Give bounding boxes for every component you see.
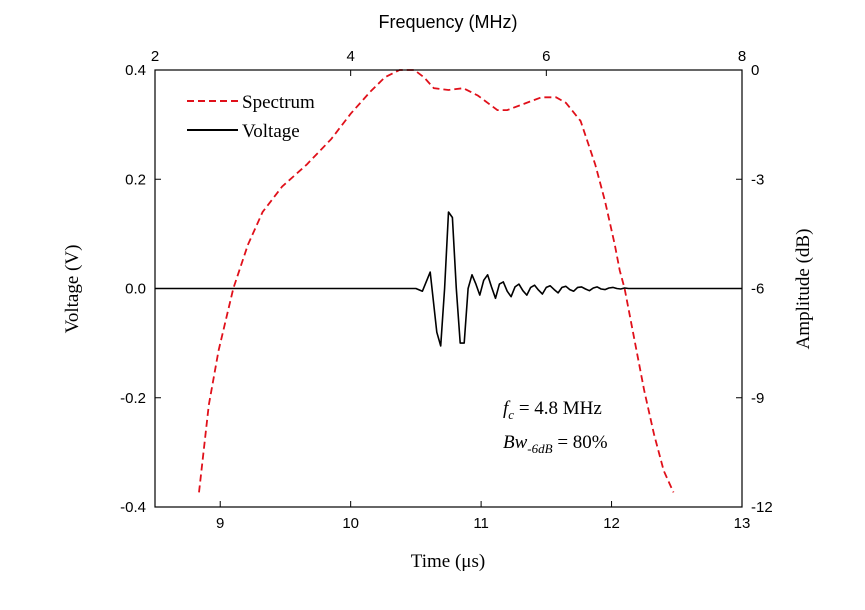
- top-tick-label: 2: [151, 48, 159, 65]
- top-tick-label: 6: [542, 48, 550, 65]
- right-tick-label: -9: [751, 390, 764, 407]
- voltage-series: [155, 211, 742, 347]
- fc-subscript: c: [508, 407, 514, 422]
- bottom-tick-label: 11: [473, 515, 489, 532]
- legend-label-spectrum: Spectrum: [242, 92, 315, 113]
- bottom-tick-label: 10: [342, 515, 359, 532]
- left-tick-label: 0.4: [125, 62, 146, 79]
- bottom-tick-label: 9: [216, 515, 224, 532]
- legend-label-voltage: Voltage: [242, 121, 300, 142]
- top-tick-label: 8: [738, 48, 746, 65]
- fc-symbol: f: [503, 398, 511, 419]
- left-tick-label: 0.0: [125, 281, 146, 298]
- annotation-center-frequency: fc = 4.8 MHz: [503, 398, 602, 422]
- top-tick-label: 4: [346, 48, 354, 65]
- axis-ticks: 9 10 11 12 13 2 4 6 8 -0.4 -0.2 0.0 0.2 0.4 -12 -9 -6 -3 0: [120, 48, 773, 532]
- annotation-bandwidth: Bw-6dB = 80%: [503, 432, 608, 456]
- bottom-axis-title: Time (μs): [411, 551, 485, 572]
- right-tick-label: -3: [751, 171, 764, 188]
- left-axis-title: Voltage (V): [62, 245, 83, 334]
- bw-value: = 80%: [553, 432, 608, 453]
- spectrum-series: [198, 69, 675, 493]
- left-tick-label: -0.4: [120, 499, 146, 516]
- right-axis-title: Amplitude (dB): [793, 229, 814, 350]
- spectrum-line: [198, 69, 675, 493]
- bottom-tick-label: 13: [734, 515, 751, 532]
- bottom-tick-label: 12: [603, 515, 620, 532]
- fc-value: = 4.8 MHz: [514, 398, 602, 419]
- legend: Spectrum Voltage: [187, 92, 315, 142]
- left-tick-label: 0.2: [125, 171, 146, 188]
- top-axis-title: Frequency (MHz): [378, 12, 517, 32]
- bw-symbol: Bw: [503, 432, 528, 453]
- left-tick-label: -0.2: [120, 390, 146, 407]
- annotation: fc = 4.8 MHz Bw-6dB = 80%: [503, 398, 608, 456]
- bw-subscript: -6dB: [527, 441, 552, 456]
- right-tick-label: 0: [751, 62, 759, 79]
- voltage-line: [155, 211, 742, 347]
- right-tick-label: -6: [751, 281, 764, 298]
- right-tick-label: -12: [751, 499, 773, 516]
